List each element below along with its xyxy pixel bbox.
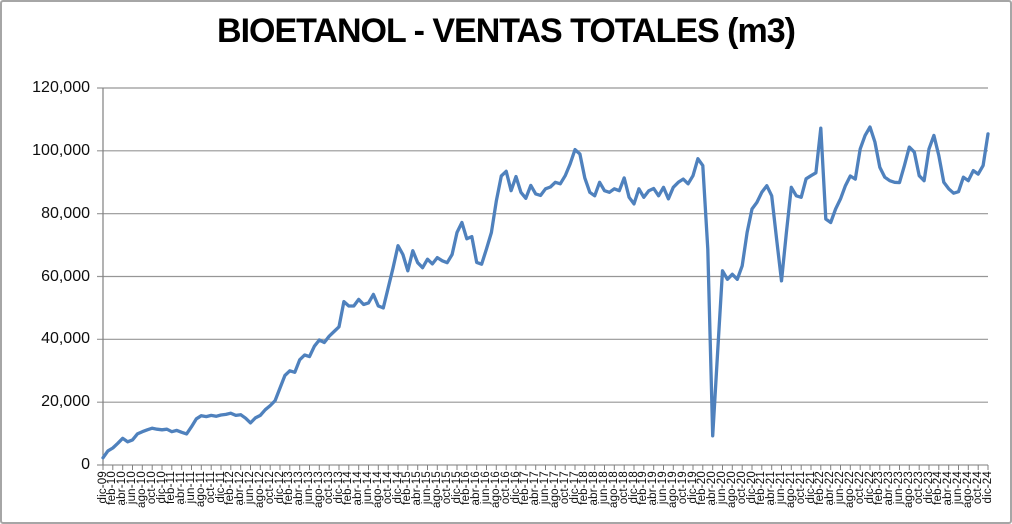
chart-title: BIOETANOL - VENTAS TOTALES (m3) <box>217 12 796 50</box>
y-axis-tick-label: 60,000 <box>41 267 90 285</box>
ventas-totales-line-series <box>101 125 990 460</box>
y-axis-tick-label: 120,000 <box>32 79 90 96</box>
y-axis-tick-label: 100,000 <box>32 141 90 159</box>
y-axis-tick-label: 20,000 <box>41 393 90 411</box>
y-axis-tick-label: 40,000 <box>41 330 90 348</box>
y-axis-tick-label: 0 <box>81 456 90 473</box>
x-axis-tick-label: dic-24 <box>981 471 994 504</box>
y-axis-tick-label: 80,000 <box>41 204 90 222</box>
